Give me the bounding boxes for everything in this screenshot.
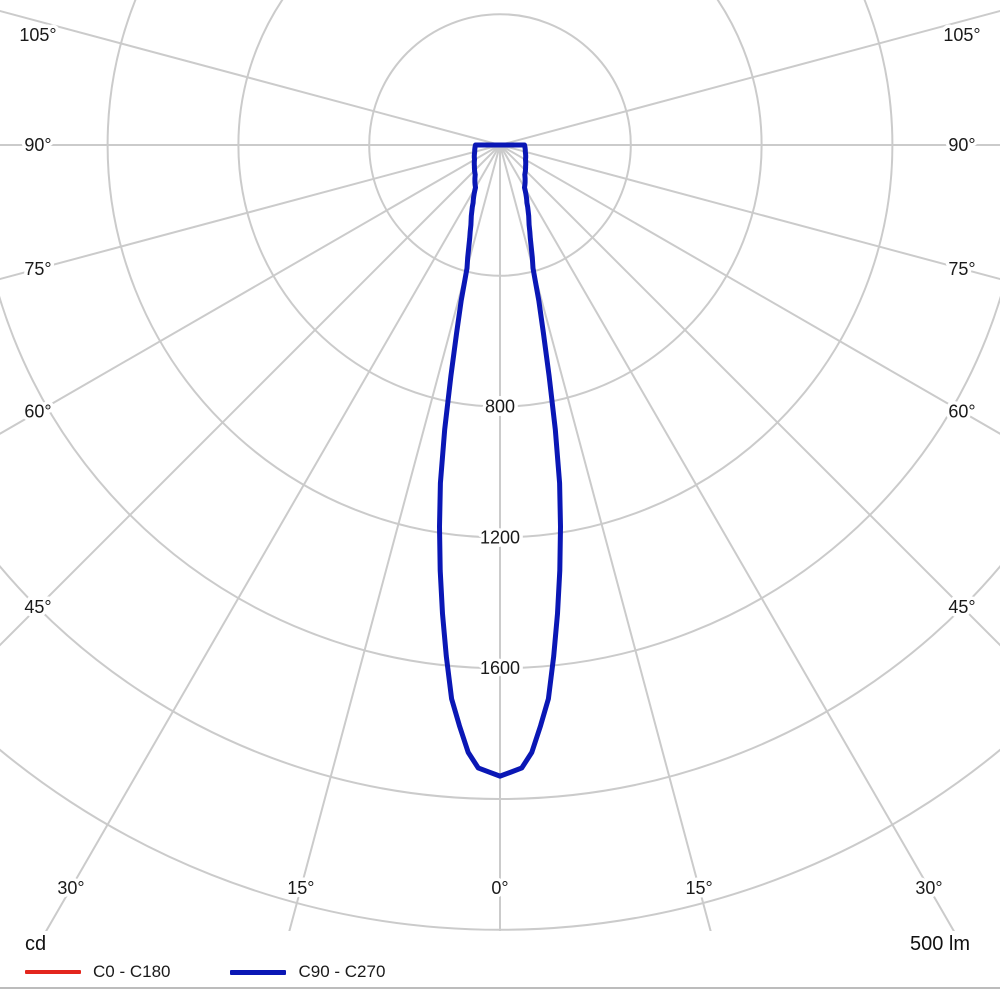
- grid-spoke: [0, 144, 501, 281]
- angle-tick-label: 30°: [915, 878, 942, 898]
- legend-label-c90-c270: C90 - C270: [298, 962, 386, 981]
- angle-tick-label: 15°: [685, 878, 712, 898]
- unit-label: cd: [25, 933, 47, 955]
- angle-tick-label: 105°: [943, 25, 980, 45]
- curve-c90-c270: [437, 142, 563, 779]
- grid-spoke: [499, 144, 1000, 647]
- angle-tick-label: 90°: [948, 135, 975, 155]
- polar-intensity-chart: 800 1200 1600 105° 90° 75° 60° 45° 30° 15° 0° 15° 30…: [0, 0, 1000, 931]
- legend-label-c0-c180: C0 - C180: [93, 962, 171, 981]
- grid-spoke: [499, 144, 1000, 281]
- angle-tick-label: 60°: [24, 402, 51, 422]
- angle-tick-label: 0°: [491, 878, 508, 898]
- angle-tick-label: 75°: [948, 259, 975, 279]
- angle-tick-label: 90°: [24, 135, 51, 155]
- grid-spoke: [288, 144, 501, 931]
- legend: C0 - C180 C90 - C270: [25, 959, 385, 985]
- angle-tick-label: 105°: [19, 25, 56, 45]
- grid-spoke: [499, 144, 1000, 435]
- bottom-divider: [0, 987, 1000, 989]
- angle-tick-label: 45°: [948, 597, 975, 617]
- ring-label: 800: [485, 397, 515, 417]
- grid-spoke: [499, 144, 712, 931]
- angle-tick-label: 60°: [948, 402, 975, 422]
- grid-spoke: [0, 9, 501, 146]
- grid-spoke: [499, 144, 955, 931]
- angle-tick-label: 45°: [24, 597, 51, 617]
- ring-label: 1600: [480, 658, 520, 678]
- legend-item-c0-c180: C0 - C180: [25, 962, 170, 982]
- grid-spoke: [45, 144, 501, 931]
- legend-item-c90-c270: C90 - C270: [230, 962, 385, 982]
- angle-tick-label: 30°: [57, 878, 84, 898]
- units-row: cd 500 lm: [25, 933, 970, 956]
- angle-tick-label: 15°: [287, 878, 314, 898]
- angle-tick-label: 75°: [24, 259, 51, 279]
- legend-swatch-c0-c180-icon: [25, 970, 81, 974]
- legend-swatch-c90-c270-icon: [230, 969, 287, 975]
- grid-spoke: [0, 144, 501, 647]
- grid-spoke: [0, 144, 501, 435]
- grid-spoke: [499, 9, 1000, 146]
- ring-label: 1200: [480, 527, 520, 547]
- flux-label: 500 lm: [909, 933, 970, 955]
